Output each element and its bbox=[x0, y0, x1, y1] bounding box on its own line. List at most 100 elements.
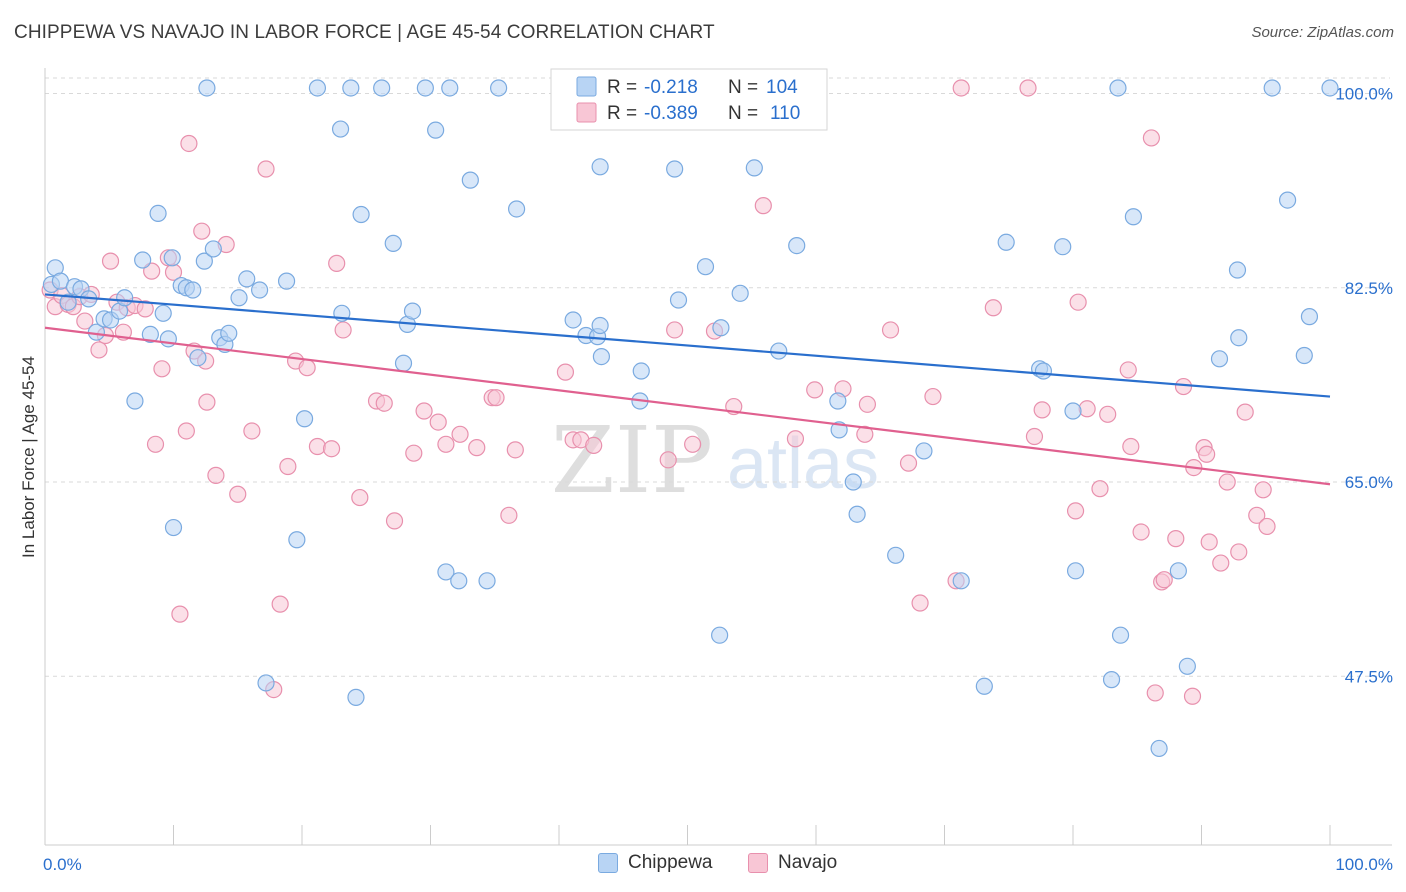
chippewa-point bbox=[308, 79, 327, 97]
legend-box bbox=[550, 68, 828, 131]
navajo-point bbox=[1132, 523, 1150, 541]
chippewa-point bbox=[848, 505, 866, 523]
chippewa-point bbox=[352, 205, 370, 224]
chippewa-point bbox=[141, 325, 159, 343]
navajo-point bbox=[856, 425, 874, 443]
navajo-point bbox=[666, 321, 684, 339]
navajo-point bbox=[506, 441, 524, 459]
legend-r-value-navajo: -0.389 bbox=[644, 103, 698, 124]
navajo-point bbox=[351, 488, 369, 507]
chippewa-point bbox=[1124, 208, 1142, 226]
navajo-point bbox=[858, 395, 877, 413]
navajo-point bbox=[198, 393, 216, 411]
chippewa-point bbox=[632, 362, 650, 380]
navajo-point bbox=[193, 222, 211, 240]
navajo-point bbox=[500, 506, 518, 524]
navajo-point bbox=[1069, 293, 1087, 311]
chippewa-point bbox=[427, 121, 445, 139]
legend-item-chippewa[interactable]: Chippewa bbox=[598, 852, 713, 874]
chippewa-point bbox=[195, 252, 213, 270]
y-tick-label: 82.5% bbox=[1345, 279, 1393, 298]
chippewa-point bbox=[184, 281, 202, 299]
x-tick-labels: 0.0% 100.0% bbox=[43, 855, 1393, 874]
chippewa-point bbox=[507, 200, 526, 218]
chippewa-point bbox=[154, 304, 172, 322]
navajo-point bbox=[1122, 437, 1140, 456]
navajo-point bbox=[429, 413, 447, 431]
navajo-point bbox=[385, 512, 404, 530]
chippewa-point bbox=[450, 572, 468, 590]
legend-swatch-chippewa bbox=[598, 853, 618, 873]
navajo-point bbox=[1198, 445, 1216, 463]
bottom-legend: Chippewa Navajo bbox=[0, 852, 1406, 878]
navajo-points bbox=[41, 79, 1276, 705]
legend-n-label: N = bbox=[728, 77, 758, 98]
navajo-point bbox=[308, 437, 327, 456]
legend-label-navajo: Navajo bbox=[778, 852, 838, 873]
chippewa-point bbox=[331, 120, 350, 138]
navajo-point bbox=[1200, 533, 1218, 551]
navajo-point bbox=[881, 321, 900, 339]
chippewa-point bbox=[394, 354, 413, 372]
navajo-point bbox=[136, 300, 154, 318]
navajo-point bbox=[786, 430, 805, 448]
chippewa-point bbox=[952, 572, 970, 590]
chippewa-point bbox=[461, 171, 479, 189]
chippewa-point bbox=[1230, 329, 1248, 347]
chippewa-point bbox=[288, 531, 306, 549]
chippewa-point bbox=[1064, 402, 1082, 420]
navajo-point bbox=[1099, 405, 1117, 423]
y-tick-label: 47.5% bbox=[1345, 667, 1393, 686]
navajo-point bbox=[1230, 543, 1248, 561]
chippewa-point bbox=[975, 677, 993, 695]
chippewa-point bbox=[189, 349, 207, 367]
chippewa-point bbox=[342, 79, 360, 97]
chippewa-point bbox=[1300, 308, 1319, 326]
navajo-point bbox=[1019, 79, 1037, 97]
source-label: Source: ZipAtlas.com bbox=[1251, 24, 1394, 41]
navajo-point bbox=[334, 321, 352, 339]
chippewa-point bbox=[59, 293, 77, 311]
chippewa-point bbox=[1295, 346, 1313, 365]
legend-swatch-navajo bbox=[748, 853, 768, 873]
navajo-point bbox=[257, 160, 275, 178]
navajo-point bbox=[1212, 554, 1230, 572]
chippewa-point bbox=[277, 272, 296, 290]
navajo-point bbox=[451, 425, 469, 443]
chippewa-point bbox=[1150, 739, 1168, 758]
chippewa-point bbox=[126, 392, 144, 410]
legend-label-chippewa: Chippewa bbox=[628, 852, 713, 873]
chippewa-point bbox=[198, 79, 216, 97]
legend-n-value-navajo: 110 bbox=[770, 103, 800, 124]
navajo-point bbox=[1033, 401, 1051, 419]
navajo-point bbox=[1155, 571, 1173, 589]
chippewa-point bbox=[1278, 191, 1297, 209]
chippewa-point bbox=[592, 348, 611, 366]
chippewa-point bbox=[788, 237, 806, 255]
x-tick-label: 100.0% bbox=[1335, 855, 1393, 874]
navajo-point bbox=[1066, 502, 1085, 520]
navajo-point bbox=[146, 435, 165, 453]
navajo-point bbox=[375, 394, 393, 412]
navajo-trend-line bbox=[44, 326, 1331, 486]
legend-swatch-navajo bbox=[576, 102, 597, 123]
chippewa-point bbox=[220, 324, 238, 342]
chippewa-point bbox=[591, 158, 609, 176]
navajo-point bbox=[101, 252, 120, 270]
navajo-point bbox=[984, 299, 1002, 317]
navajo-point bbox=[405, 444, 423, 462]
watermark-zip: ZIP bbox=[551, 407, 713, 514]
navajo-point bbox=[468, 439, 486, 457]
chippewa-point bbox=[711, 626, 729, 644]
chippewa-point bbox=[437, 563, 455, 581]
y-tick-label: 100.0% bbox=[1335, 85, 1393, 104]
chippewa-point bbox=[745, 159, 763, 177]
navajo-point bbox=[1167, 530, 1185, 548]
axes bbox=[44, 68, 1392, 846]
legend-item-navajo[interactable]: Navajo bbox=[748, 852, 837, 874]
navajo-point bbox=[806, 381, 824, 399]
navajo-point bbox=[1078, 400, 1096, 418]
navajo-point bbox=[1174, 377, 1193, 396]
y-tick-labels: 100.0% 82.5% 65.0% 47.5% bbox=[1335, 85, 1393, 687]
navajo-point bbox=[171, 605, 189, 623]
